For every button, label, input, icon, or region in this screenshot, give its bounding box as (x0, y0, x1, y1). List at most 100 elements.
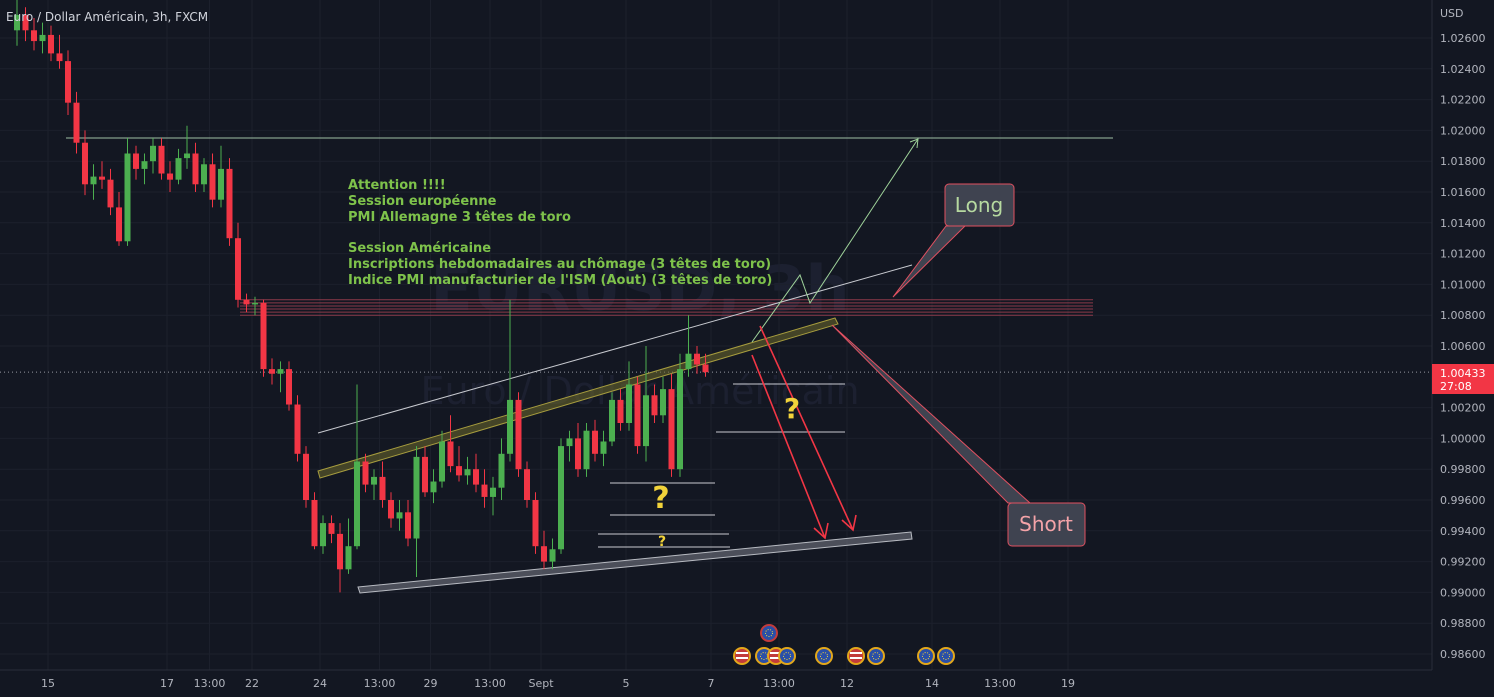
flag-us-icon[interactable] (847, 647, 865, 665)
candle-body[interactable] (320, 523, 326, 547)
candle-body[interactable] (141, 161, 148, 169)
candle-body[interactable] (56, 53, 63, 62)
flag-eu-icon[interactable] (815, 647, 833, 665)
candle-body[interactable] (413, 456, 420, 539)
candle-body[interactable] (583, 430, 590, 470)
candle-body[interactable] (201, 164, 207, 185)
candle-body[interactable] (116, 207, 122, 242)
candle-body[interactable] (677, 369, 683, 470)
candle-body[interactable] (694, 353, 700, 365)
time-axis[interactable]: 15 17 13:00 22 24 13:00 29 13:00 Sept 5 7 13:00 12 14… (0, 669, 1432, 690)
candle-body[interactable] (90, 176, 97, 185)
candle-body[interactable] (549, 549, 556, 562)
candle-body[interactable] (685, 353, 692, 370)
flag-eu-icon[interactable] (937, 647, 955, 665)
candle-body[interactable] (371, 476, 377, 485)
candle-body[interactable] (388, 500, 394, 519)
candle-body[interactable] (490, 487, 496, 497)
candle-body[interactable] (252, 302, 258, 305)
candle-body[interactable] (643, 395, 649, 447)
flag-us-icon[interactable] (733, 647, 751, 665)
candle-body[interactable] (192, 153, 199, 185)
economic-events[interactable] (733, 624, 955, 665)
candle-body[interactable] (473, 469, 479, 485)
candle-body[interactable] (439, 441, 445, 482)
candle-body[interactable] (133, 153, 139, 169)
candle-body[interactable] (575, 438, 581, 470)
candle-body[interactable] (31, 30, 37, 42)
candle-body[interactable] (447, 441, 454, 467)
candle-body[interactable] (328, 523, 335, 534)
candle-body[interactable] (218, 168, 224, 200)
candle-body[interactable] (235, 238, 241, 300)
candle-body[interactable] (337, 533, 343, 570)
candle-body[interactable] (14, 14, 20, 31)
candle-body[interactable] (107, 179, 114, 208)
candle-body[interactable] (167, 173, 173, 180)
last-price-tag[interactable]: 1.00433 27:08 (1432, 364, 1494, 394)
callout-long[interactable]: Long (892, 183, 1015, 298)
candle-body[interactable] (226, 168, 233, 239)
flag-eu-icon[interactable] (917, 647, 935, 665)
candle-body[interactable] (379, 476, 386, 500)
candle-body[interactable] (362, 461, 369, 485)
drawings-front[interactable] (751, 138, 919, 540)
annotation-notes[interactable]: Attention !!!! Session européenne PMI Al… (348, 178, 772, 288)
candle-body[interactable] (269, 369, 275, 374)
candle-body[interactable] (22, 14, 29, 31)
callout-short[interactable]: Short (831, 324, 1086, 547)
candle-body[interactable] (99, 176, 105, 180)
candle-body[interactable] (175, 158, 182, 180)
candle-body[interactable] (541, 546, 547, 562)
candle-body[interactable] (354, 461, 360, 547)
candle-body[interactable] (558, 446, 564, 550)
candle-body[interactable] (651, 395, 658, 416)
candles[interactable] (14, 0, 709, 593)
candle-body[interactable] (422, 456, 428, 493)
candle-body[interactable] (65, 61, 71, 103)
candle-body[interactable] (303, 453, 309, 500)
candle-body[interactable] (592, 430, 598, 454)
candle-body[interactable] (277, 369, 284, 374)
candle-body[interactable] (702, 364, 709, 373)
short-arrow[interactable] (751, 354, 826, 539)
candle-body[interactable] (39, 34, 46, 42)
candle-body[interactable] (634, 384, 641, 447)
candle-body[interactable] (481, 484, 488, 497)
candle-body[interactable] (150, 145, 156, 162)
candle-body[interactable] (82, 142, 88, 185)
candle-body[interactable] (124, 153, 131, 242)
candle-body[interactable] (626, 384, 632, 424)
flag-eu-icon[interactable] (778, 647, 796, 665)
candle-body[interactable] (660, 389, 666, 416)
price-axis[interactable]: USD 1.02600 1.02400 1.02200 1.02000 1.01800 1… (1431, 0, 1486, 670)
candle-body[interactable] (617, 399, 624, 423)
candle-body[interactable] (668, 389, 675, 470)
candle-body[interactable] (209, 164, 216, 200)
candle-body[interactable] (464, 469, 471, 476)
candle-body[interactable] (507, 399, 513, 454)
candle-body[interactable] (286, 369, 292, 405)
candle-body[interactable] (345, 546, 352, 570)
candle-body[interactable] (243, 299, 250, 305)
candle-body[interactable] (600, 441, 607, 454)
candle-body[interactable] (396, 512, 403, 519)
candle-body[interactable] (405, 512, 411, 539)
candle-body[interactable] (609, 399, 615, 442)
candle-body[interactable] (524, 469, 530, 500)
candle-body[interactable] (311, 500, 318, 547)
candle-body[interactable] (294, 404, 301, 454)
candle-body[interactable] (184, 153, 190, 159)
short-arrow[interactable] (759, 325, 854, 531)
candle-body[interactable] (532, 500, 539, 547)
candle-body[interactable] (73, 102, 80, 143)
candle-body[interactable] (498, 453, 505, 488)
candle-body[interactable] (260, 302, 267, 370)
flag-eu-icon[interactable] (867, 647, 885, 665)
candle-body[interactable] (456, 466, 462, 476)
candle-body[interactable] (566, 438, 573, 447)
flag-eu-icon[interactable] (760, 624, 778, 642)
candle-body[interactable] (158, 145, 165, 174)
